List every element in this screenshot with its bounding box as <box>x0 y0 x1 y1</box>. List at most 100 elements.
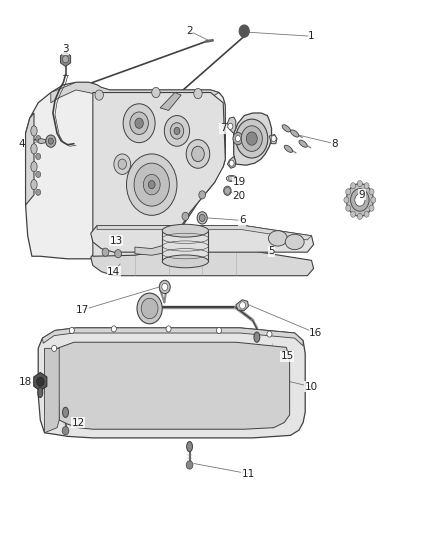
Circle shape <box>148 181 155 189</box>
Polygon shape <box>227 117 236 133</box>
Circle shape <box>233 132 243 145</box>
Text: 11: 11 <box>242 469 255 479</box>
Circle shape <box>135 118 143 128</box>
Circle shape <box>235 135 240 142</box>
Circle shape <box>182 212 189 221</box>
Text: 14: 14 <box>107 266 120 277</box>
Circle shape <box>141 298 158 319</box>
Circle shape <box>62 426 69 435</box>
Polygon shape <box>60 52 71 67</box>
Polygon shape <box>57 342 290 429</box>
Text: 1: 1 <box>308 31 315 41</box>
Polygon shape <box>97 225 311 240</box>
Circle shape <box>137 293 162 324</box>
Text: 10: 10 <box>305 382 318 392</box>
Circle shape <box>344 197 349 203</box>
Circle shape <box>159 280 170 294</box>
Circle shape <box>267 331 272 337</box>
Circle shape <box>170 123 184 139</box>
Circle shape <box>216 327 222 334</box>
Circle shape <box>174 127 180 134</box>
Ellipse shape <box>31 161 37 172</box>
Circle shape <box>246 132 257 145</box>
Ellipse shape <box>282 125 290 132</box>
Circle shape <box>350 211 356 217</box>
Ellipse shape <box>224 186 231 196</box>
Polygon shape <box>25 82 225 259</box>
Circle shape <box>357 213 362 220</box>
Circle shape <box>240 302 245 309</box>
Circle shape <box>130 112 148 134</box>
Circle shape <box>95 90 103 100</box>
Polygon shape <box>38 328 305 438</box>
Circle shape <box>134 163 170 206</box>
Circle shape <box>102 248 109 256</box>
Circle shape <box>271 135 276 142</box>
Circle shape <box>224 187 230 195</box>
Circle shape <box>114 154 131 174</box>
Circle shape <box>229 160 234 166</box>
Circle shape <box>186 461 193 469</box>
Text: 20: 20 <box>233 191 246 201</box>
Circle shape <box>350 189 369 211</box>
Ellipse shape <box>31 144 37 154</box>
Circle shape <box>35 154 41 159</box>
Polygon shape <box>91 225 314 252</box>
Circle shape <box>143 174 160 195</box>
Circle shape <box>46 135 56 147</box>
Circle shape <box>346 205 351 211</box>
Circle shape <box>236 119 268 158</box>
Ellipse shape <box>285 235 304 249</box>
Polygon shape <box>91 249 314 276</box>
Ellipse shape <box>63 407 68 417</box>
Circle shape <box>239 25 249 37</box>
Ellipse shape <box>162 224 208 237</box>
Polygon shape <box>45 349 59 433</box>
Circle shape <box>346 183 373 216</box>
Polygon shape <box>162 231 208 261</box>
Text: 13: 13 <box>110 236 123 246</box>
Ellipse shape <box>254 332 260 342</box>
Text: 3: 3 <box>62 44 69 54</box>
Polygon shape <box>135 232 194 255</box>
Polygon shape <box>38 139 46 144</box>
Ellipse shape <box>228 176 235 181</box>
Circle shape <box>36 377 44 386</box>
Polygon shape <box>234 113 272 165</box>
Polygon shape <box>269 134 277 144</box>
Polygon shape <box>25 113 34 205</box>
Circle shape <box>364 183 369 189</box>
Ellipse shape <box>226 175 237 182</box>
Ellipse shape <box>31 180 37 190</box>
Text: 9: 9 <box>359 190 365 200</box>
Ellipse shape <box>38 387 43 398</box>
Ellipse shape <box>290 130 299 137</box>
Text: 16: 16 <box>309 328 322 338</box>
Text: 17: 17 <box>76 305 89 315</box>
Ellipse shape <box>187 441 193 452</box>
Text: 6: 6 <box>239 215 245 225</box>
Circle shape <box>63 55 68 63</box>
Circle shape <box>186 140 210 168</box>
Polygon shape <box>160 93 181 110</box>
Text: 15: 15 <box>280 351 294 361</box>
Circle shape <box>115 249 121 258</box>
Circle shape <box>346 189 351 195</box>
Polygon shape <box>227 157 236 168</box>
Text: 7: 7 <box>220 123 226 133</box>
Circle shape <box>127 154 177 215</box>
Circle shape <box>35 171 41 177</box>
Ellipse shape <box>31 126 37 136</box>
Ellipse shape <box>299 140 307 147</box>
Circle shape <box>35 189 41 196</box>
Text: 2: 2 <box>186 26 193 36</box>
Circle shape <box>228 123 233 130</box>
Circle shape <box>194 88 202 99</box>
Polygon shape <box>42 328 303 346</box>
Polygon shape <box>93 93 225 256</box>
Polygon shape <box>34 373 47 391</box>
Circle shape <box>369 189 374 195</box>
Text: 12: 12 <box>71 417 85 427</box>
Circle shape <box>355 194 365 206</box>
Text: 8: 8 <box>331 139 338 149</box>
